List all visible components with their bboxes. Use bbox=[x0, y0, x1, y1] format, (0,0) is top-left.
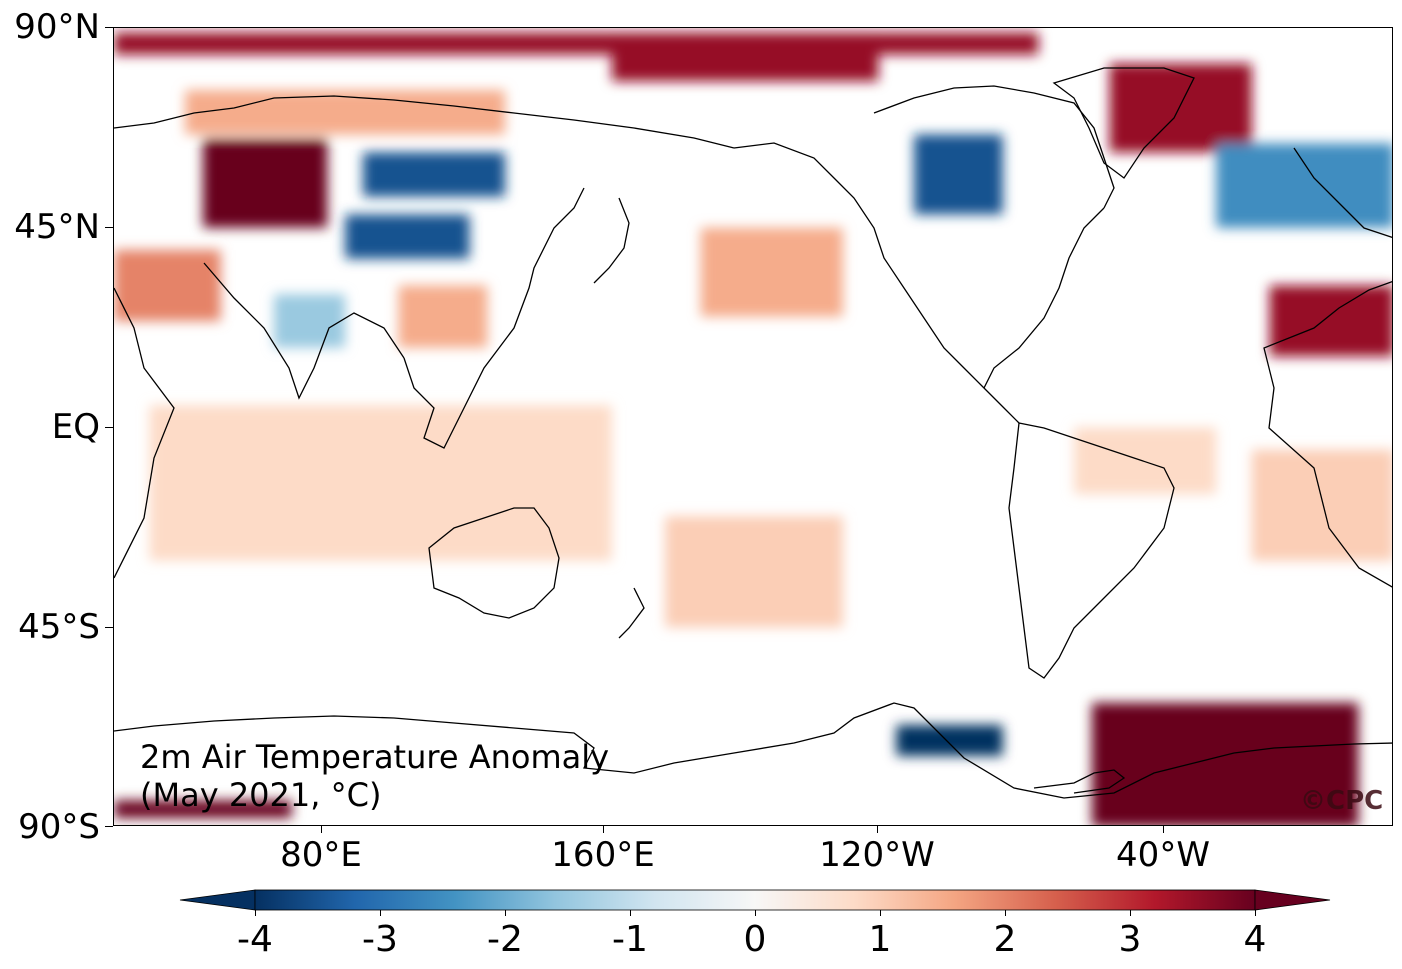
anomaly-region-15 bbox=[665, 516, 843, 628]
colorbar-tick bbox=[880, 910, 881, 916]
coastline-africa bbox=[1263, 281, 1392, 588]
coastline-weddell bbox=[1033, 769, 1126, 794]
anomaly-region-16 bbox=[1074, 427, 1217, 495]
map-title: 2m Air Temperature Anomaly bbox=[140, 738, 610, 776]
colorbar-tick bbox=[505, 910, 506, 916]
lat-tick-90n bbox=[105, 27, 113, 28]
colorbar-tick-label: -2 bbox=[487, 919, 523, 960]
lon-tick-160e bbox=[603, 826, 604, 833]
lat-label-45n: 45°N bbox=[14, 207, 100, 247]
coastline-north-america-west bbox=[733, 142, 1020, 424]
colorbar-tick bbox=[1255, 910, 1256, 916]
anomaly-region-18 bbox=[896, 724, 1003, 756]
coastline-new-zealand bbox=[618, 587, 645, 639]
anomaly-region-0 bbox=[114, 32, 1039, 55]
colorbar bbox=[179, 889, 1331, 911]
anomaly-region-11 bbox=[914, 134, 1003, 215]
lat-tick-45s bbox=[105, 627, 113, 628]
coastline-europe bbox=[1293, 147, 1392, 239]
anomaly-region-13 bbox=[1269, 285, 1392, 357]
lat-label-90n: 90°N bbox=[14, 7, 100, 47]
coastline-japan bbox=[593, 197, 630, 284]
colorbar-tick-label: 3 bbox=[1118, 919, 1142, 960]
map-title-block: 2m Air Temperature Anomaly (May 2021, °C… bbox=[140, 738, 609, 814]
colorbar-tick-label: -4 bbox=[237, 919, 273, 960]
colorbar-tick bbox=[1005, 910, 1006, 916]
anomaly-region-20 bbox=[114, 800, 292, 819]
colorbar-tick bbox=[755, 910, 756, 916]
lat-label-45s: 45°S bbox=[18, 607, 100, 647]
colorbar-tick-label: -3 bbox=[362, 919, 398, 960]
coastline-india bbox=[203, 262, 405, 400]
colorbar-tick-label: 1 bbox=[868, 919, 892, 960]
anomaly-region-5 bbox=[362, 152, 506, 197]
coastline-east-africa bbox=[114, 287, 175, 579]
anomaly-region-12 bbox=[1216, 143, 1392, 228]
lon-tick-40w bbox=[1163, 826, 1164, 833]
colorbar-tick-label: 2 bbox=[993, 919, 1017, 960]
colorbar-tick bbox=[1130, 910, 1131, 916]
lon-label-160e: 160°E bbox=[551, 835, 655, 875]
coastline-canada-arctic bbox=[873, 85, 1115, 209]
anomaly-region-2 bbox=[1109, 63, 1252, 153]
anomaly-region-9 bbox=[398, 285, 488, 348]
colorbar-body bbox=[254, 889, 1256, 911]
coastline-greenland bbox=[1052, 67, 1195, 179]
lon-label-40w: 40°W bbox=[1116, 835, 1210, 875]
lon-tick-120w bbox=[877, 826, 878, 833]
anomaly-region-1 bbox=[611, 32, 879, 82]
coastline-south-america bbox=[1008, 422, 1175, 679]
lat-label-90s: 90°S bbox=[18, 807, 100, 847]
lon-label-80e: 80°E bbox=[280, 835, 362, 875]
anomaly-region-4 bbox=[202, 138, 328, 228]
anomaly-map bbox=[114, 32, 1392, 825]
coastlines bbox=[114, 67, 1392, 799]
lat-tick-eq bbox=[105, 427, 113, 428]
anomaly-region-17 bbox=[1251, 449, 1392, 561]
coastline-australia bbox=[428, 507, 560, 619]
anomaly-region-19 bbox=[1091, 702, 1359, 825]
anomaly-region-14 bbox=[149, 405, 612, 561]
lon-label-120w: 120°W bbox=[819, 835, 935, 875]
anomaly-region-6 bbox=[345, 214, 470, 259]
coastline-north-america-east bbox=[983, 207, 1105, 389]
anomaly-region-10 bbox=[700, 227, 843, 317]
map-subtitle: (May 2021, °C) bbox=[140, 776, 382, 814]
anomaly-regions-layer bbox=[114, 32, 1392, 825]
lat-tick-90s bbox=[105, 826, 113, 827]
colorbar-tick-label: -1 bbox=[612, 919, 648, 960]
colorbar-tick-label: 0 bbox=[743, 919, 767, 960]
anomaly-region-8 bbox=[274, 294, 346, 348]
map-plot-area bbox=[113, 27, 1393, 826]
colorbar-tick bbox=[380, 910, 381, 916]
colorbar-tick bbox=[630, 910, 631, 916]
coastline-se-asia bbox=[403, 187, 585, 449]
credit-label: ©CPC bbox=[1300, 786, 1384, 816]
anomaly-region-3 bbox=[185, 90, 506, 135]
anomaly-region-7 bbox=[114, 249, 221, 321]
colorbar-extend-low bbox=[179, 889, 256, 911]
lat-label-eq: EQ bbox=[51, 407, 100, 447]
colorbar-tick bbox=[255, 910, 256, 916]
lon-tick-80e bbox=[321, 826, 322, 833]
lat-tick-45n bbox=[105, 227, 113, 228]
colorbar-extend-high bbox=[1254, 889, 1331, 911]
coastline-russia-arctic bbox=[114, 95, 735, 149]
coastline-antarctica bbox=[114, 702, 1392, 799]
colorbar-tick-label: 4 bbox=[1243, 919, 1267, 960]
